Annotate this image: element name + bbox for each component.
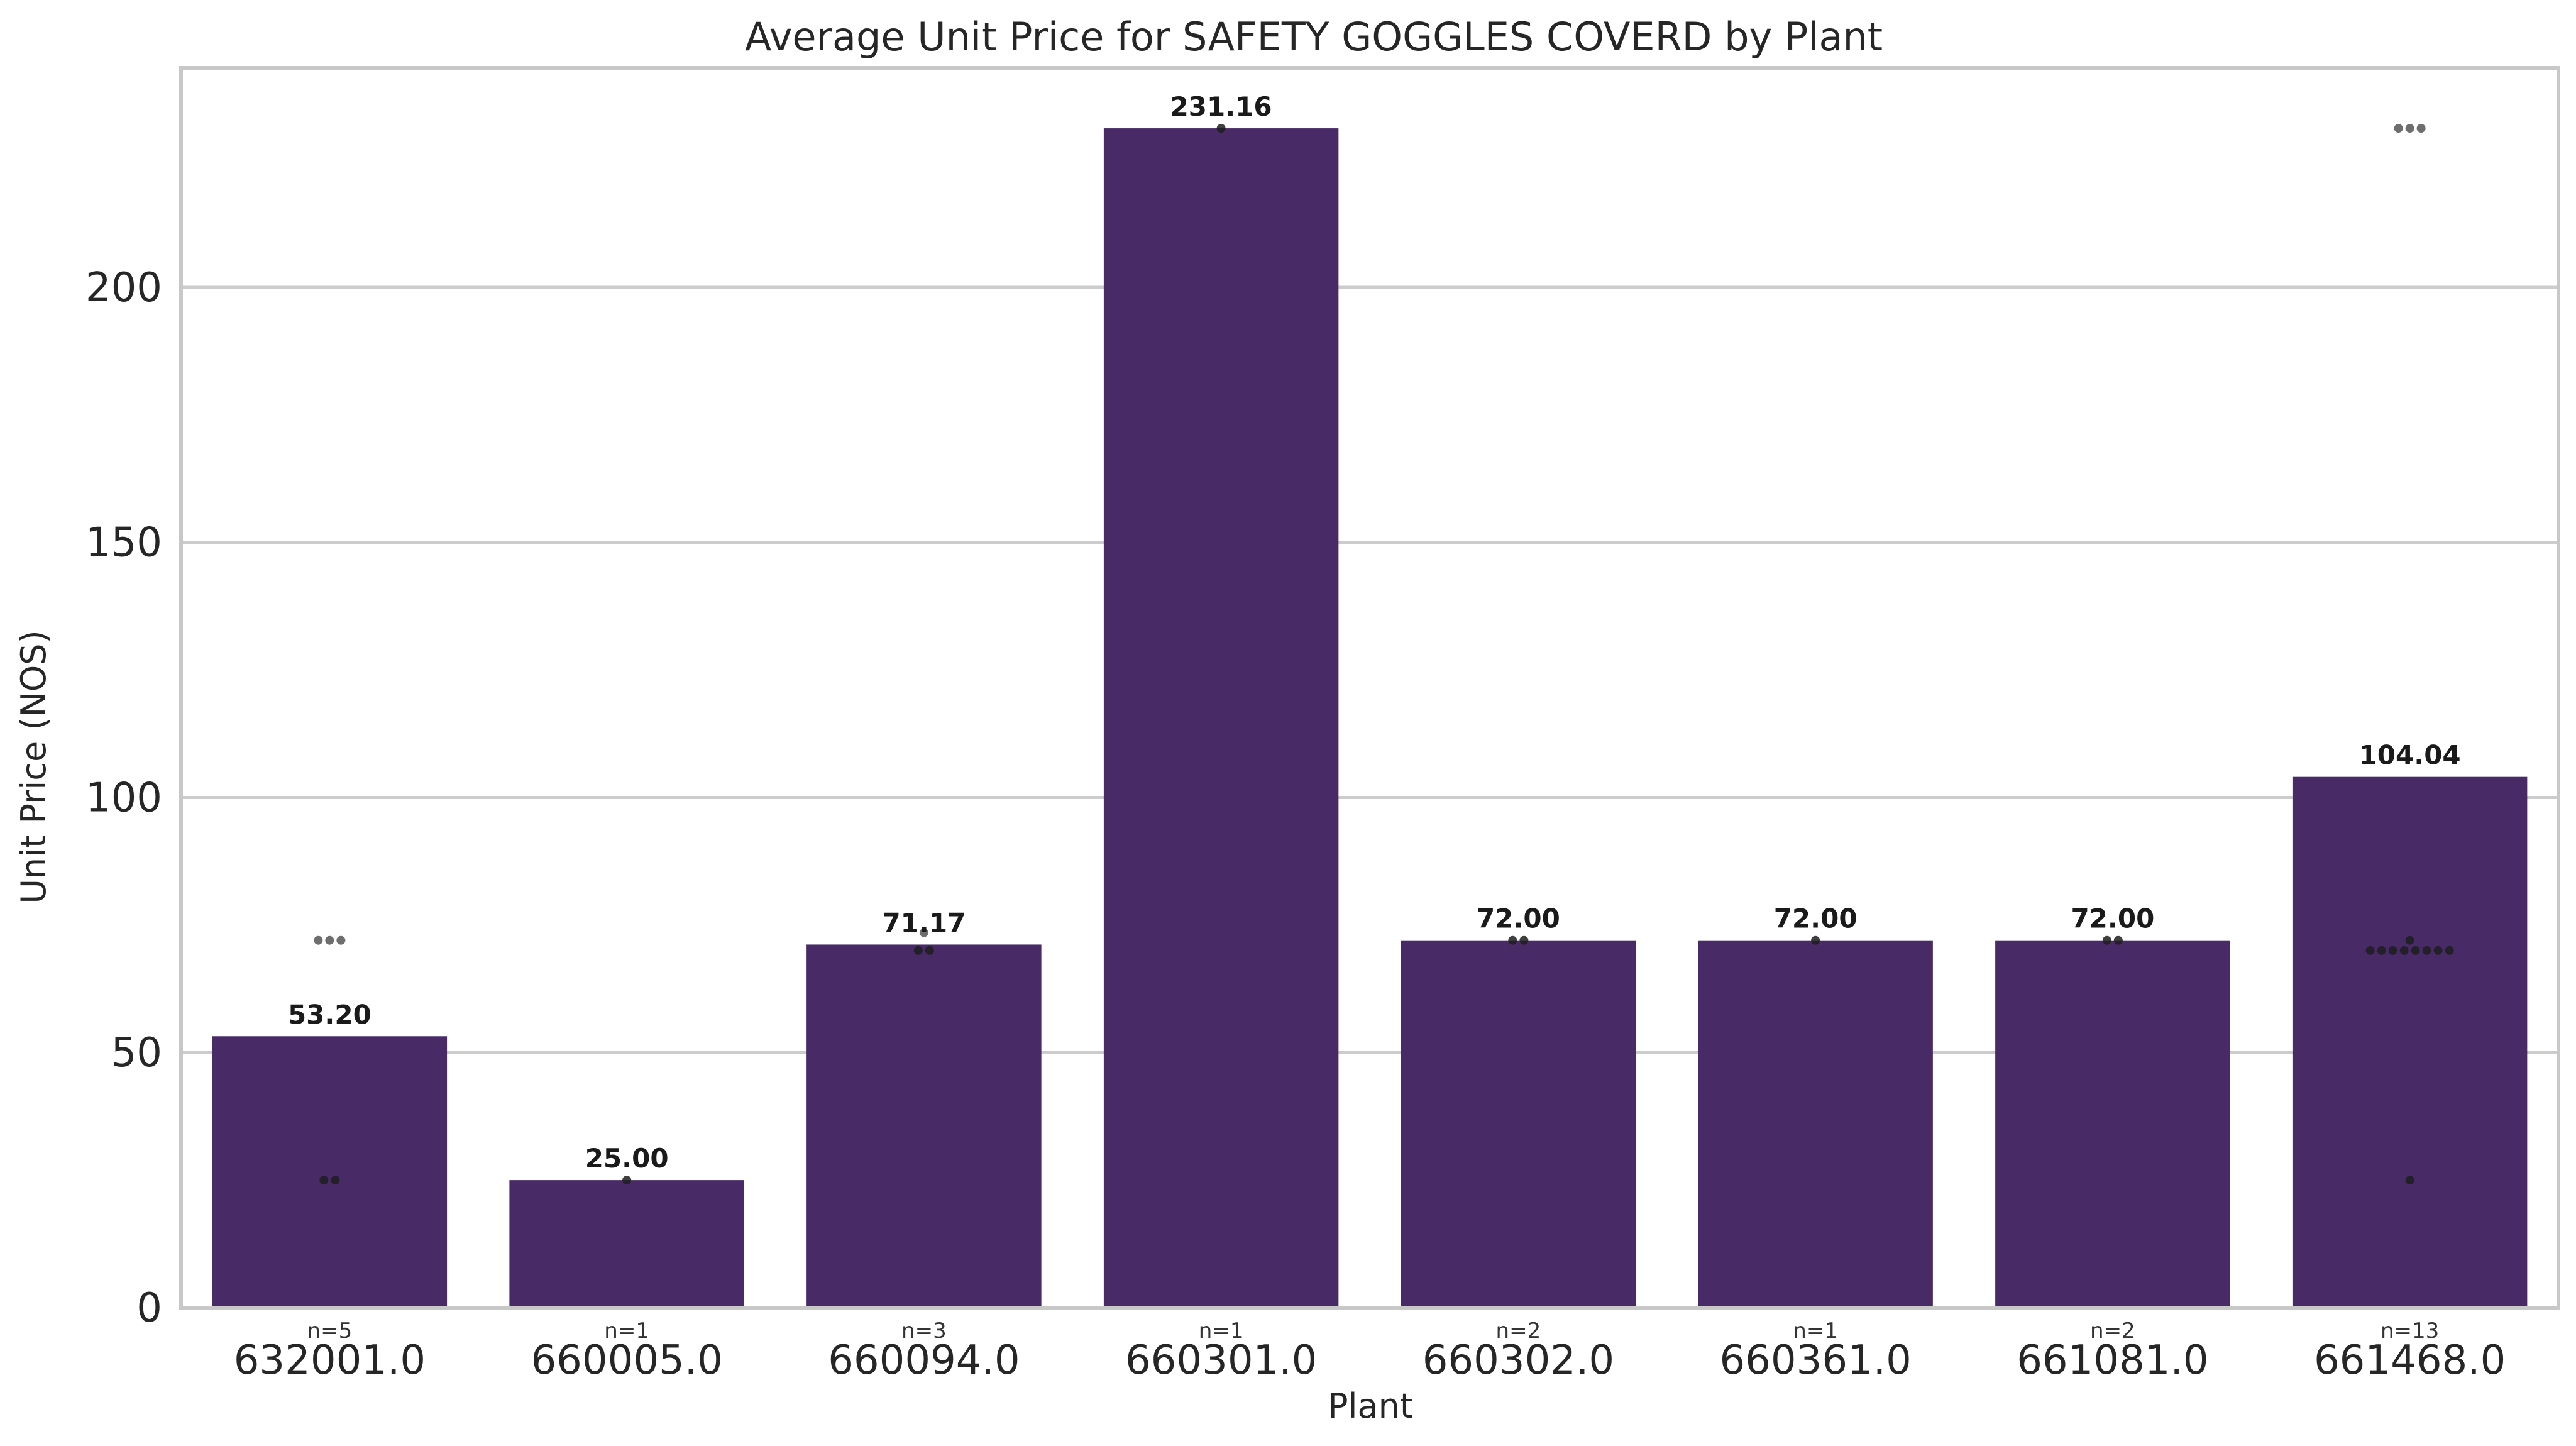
data-points bbox=[314, 124, 2454, 1185]
x-axis-label: Plant bbox=[1328, 1386, 1413, 1426]
data-point bbox=[2388, 946, 2397, 955]
bar bbox=[1698, 940, 1933, 1308]
y-tick-label: 150 bbox=[85, 520, 162, 566]
count-label: n=1 bbox=[604, 1318, 649, 1344]
bar bbox=[2292, 776, 2528, 1308]
count-label: n=1 bbox=[1199, 1318, 1244, 1344]
count-label: n=2 bbox=[2090, 1318, 2135, 1344]
data-point bbox=[2411, 946, 2420, 955]
bar bbox=[1401, 940, 1636, 1308]
bars bbox=[212, 128, 2528, 1308]
data-point bbox=[2399, 946, 2409, 955]
data-point bbox=[913, 946, 923, 955]
count-label: n=5 bbox=[307, 1318, 353, 1344]
bar-value-label: 72.00 bbox=[2071, 903, 2154, 934]
data-point bbox=[2394, 124, 2403, 133]
data-point bbox=[325, 935, 334, 945]
data-point bbox=[1508, 935, 1517, 945]
y-tick-label: 50 bbox=[111, 1030, 162, 1076]
count-label: n=3 bbox=[901, 1318, 947, 1344]
x-tick-labels: 632001.0 660005.0 660094.0 660301.0 660302.0… bbox=[234, 1337, 2506, 1384]
data-point bbox=[2377, 946, 2386, 955]
y-tick-label: 0 bbox=[136, 1285, 162, 1332]
bar bbox=[212, 1036, 448, 1308]
bar-value-label: 72.00 bbox=[1477, 903, 1560, 934]
x-tick-label: 660302.0 bbox=[1423, 1337, 1614, 1384]
bar-value-label: 25.00 bbox=[585, 1143, 669, 1174]
x-tick-label: 632001.0 bbox=[234, 1337, 426, 1384]
x-tick-label: 661468.0 bbox=[2314, 1337, 2506, 1384]
plot-frame bbox=[179, 66, 2560, 1310]
bar-value-labels: 53.20 25.00 71.17 231.16 72.00 72.00 72.00 104.… bbox=[288, 91, 2461, 1174]
data-point bbox=[2416, 124, 2426, 133]
count-label: n=2 bbox=[1496, 1318, 1541, 1344]
data-point bbox=[331, 1176, 340, 1185]
x-tick-label: 660301.0 bbox=[1125, 1337, 1317, 1384]
chart-title: Average Unit Price for SAFETY GOGGLES CO… bbox=[745, 14, 1883, 60]
data-point bbox=[2433, 946, 2443, 955]
bar-value-label: 71.17 bbox=[882, 907, 966, 938]
data-point bbox=[1216, 124, 1226, 133]
data-point bbox=[336, 935, 346, 945]
bar-value-label: 104.04 bbox=[2359, 740, 2461, 771]
bar bbox=[509, 1180, 744, 1308]
data-point bbox=[919, 928, 928, 937]
data-point bbox=[622, 1176, 632, 1185]
x-tick-label: 661081.0 bbox=[2017, 1337, 2208, 1384]
data-point bbox=[2102, 935, 2111, 945]
data-point bbox=[2422, 946, 2431, 955]
bar bbox=[806, 944, 1042, 1308]
bar bbox=[1995, 940, 2230, 1308]
data-point bbox=[2113, 935, 2123, 945]
bar-value-label: 72.00 bbox=[1774, 903, 1858, 934]
bar bbox=[1103, 128, 1339, 1308]
data-point bbox=[2445, 946, 2454, 955]
data-point bbox=[319, 1176, 329, 1185]
y-tick-label: 100 bbox=[85, 775, 162, 821]
y-tick-labels: 0 50 100 150 200 bbox=[85, 265, 162, 1332]
bar-value-label: 231.16 bbox=[1170, 91, 1272, 122]
data-point bbox=[1811, 935, 1820, 945]
x-tick-label: 660094.0 bbox=[828, 1337, 1020, 1384]
x-tick-label: 660005.0 bbox=[531, 1337, 722, 1384]
count-label: n=13 bbox=[2381, 1318, 2439, 1344]
data-point bbox=[314, 935, 323, 945]
x-tick-label: 660361.0 bbox=[1719, 1337, 1911, 1384]
count-labels: n=5 n=1 n=3 n=1 n=2 n=1 n=2 n=13 bbox=[307, 1318, 2440, 1344]
data-point bbox=[2365, 946, 2375, 955]
y-tick-label: 200 bbox=[85, 265, 162, 311]
count-label: n=1 bbox=[1793, 1318, 1838, 1344]
data-point bbox=[925, 946, 934, 955]
data-point bbox=[2405, 1176, 2414, 1185]
data-point bbox=[2405, 124, 2414, 133]
data-point bbox=[1519, 935, 1529, 945]
y-axis-label: Unit Price (NOS) bbox=[14, 630, 53, 903]
data-point bbox=[2405, 935, 2414, 945]
bar-value-label: 53.20 bbox=[288, 999, 372, 1030]
